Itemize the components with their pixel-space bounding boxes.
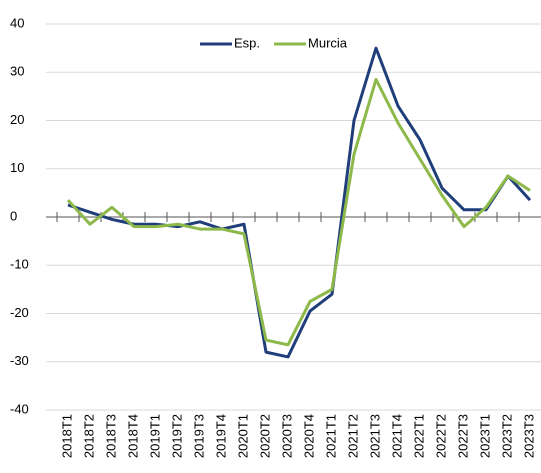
x-tick-label: 2020T4: [301, 414, 316, 458]
x-tick-label: 2023T1: [477, 414, 492, 458]
y-tick-label: 40: [10, 15, 24, 30]
x-tick-label: 2019T2: [169, 414, 184, 458]
x-tick-label: 2018T2: [81, 414, 96, 458]
y-tick-label: -40: [10, 401, 29, 416]
y-tick-label: -10: [10, 257, 29, 272]
series-line: [66, 77, 531, 347]
x-tick-label: 2020T3: [279, 414, 294, 458]
y-tick-label: -30: [10, 353, 29, 368]
x-tick-label: 2022T3: [455, 414, 470, 458]
x-tick-label: 2019T4: [213, 414, 228, 458]
y-tick-label: 20: [10, 112, 24, 127]
x-tick-label: 2019T1: [147, 414, 162, 458]
series-line: [67, 46, 532, 359]
legend-label: Murcia: [308, 35, 348, 50]
x-tick-label: 2021T3: [367, 414, 382, 458]
x-tick-label: 2022T1: [411, 414, 426, 458]
legend-label: Esp.: [234, 35, 260, 50]
x-tick-label: 2018T4: [125, 414, 140, 458]
y-tick-label: 30: [10, 64, 24, 79]
x-tick-label: 2023T3: [521, 414, 536, 458]
x-tick-label: 2021T2: [345, 414, 360, 458]
x-tick-label: 2018T3: [103, 414, 118, 458]
x-tick-label: 2021T1: [323, 414, 338, 458]
x-tick-label: 2022T2: [433, 414, 448, 458]
x-tick-label: 2019T3: [191, 414, 206, 458]
x-tick-label: 2023T2: [499, 414, 514, 458]
y-tick-label: -20: [10, 305, 29, 320]
x-tick-label: 2018T1: [59, 414, 74, 458]
x-tick-label: 2021T4: [389, 414, 404, 458]
y-tick-label: 10: [10, 160, 24, 175]
x-tick-label: 2020T1: [235, 414, 250, 458]
y-tick-label: 0: [10, 208, 17, 223]
x-tick-label: 2020T2: [257, 414, 272, 458]
